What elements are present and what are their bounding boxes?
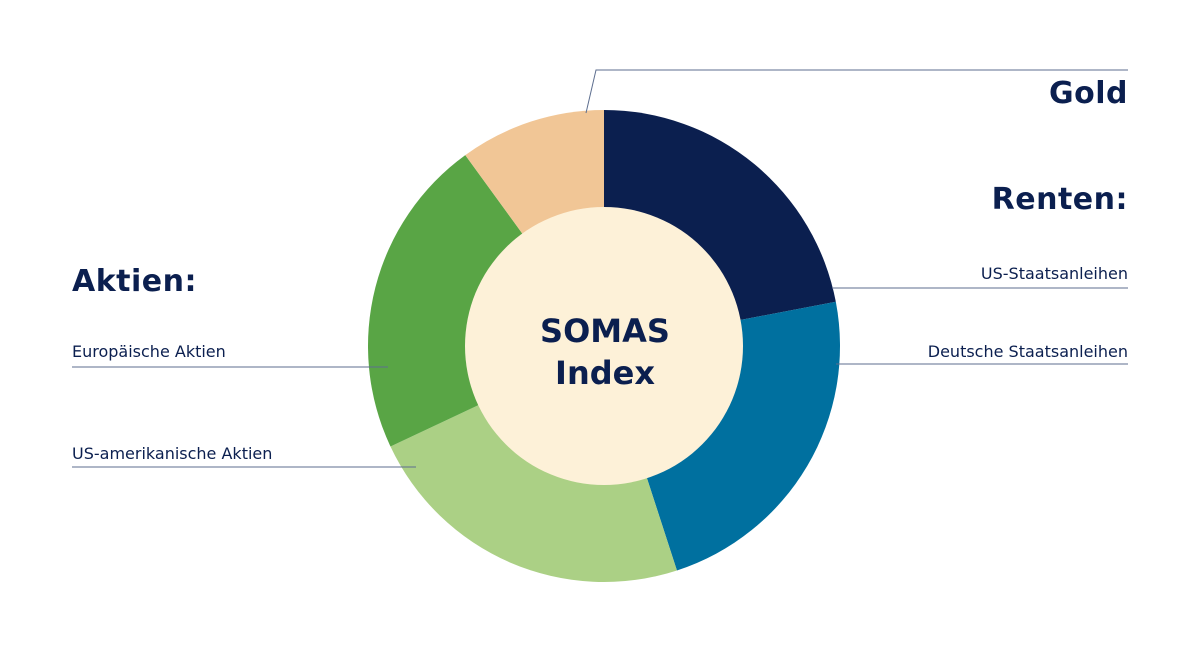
slice-label-deutsche-staatsanleihen: Deutsche Staatsanleihen	[927, 342, 1128, 361]
group-label-renten: Renten:	[991, 182, 1128, 217]
slice-label-us-amerikanische-aktien: US-amerikanische Aktien	[72, 444, 273, 463]
group-label-aktien: Aktien:	[72, 264, 197, 299]
center-title: SOMAS Index	[505, 310, 705, 394]
group-label-gold: Gold	[1049, 76, 1128, 111]
slice-label-europaeische-aktien: Europäische Aktien	[72, 342, 226, 361]
center-title-line-2: Index	[555, 354, 655, 392]
leader-gold	[585, 69, 1128, 114]
donut-center	[465, 207, 743, 485]
slice-label-us-staatsanleihen: US-Staatsanleihen	[980, 264, 1128, 283]
center-title-line-1: SOMAS	[540, 312, 670, 350]
